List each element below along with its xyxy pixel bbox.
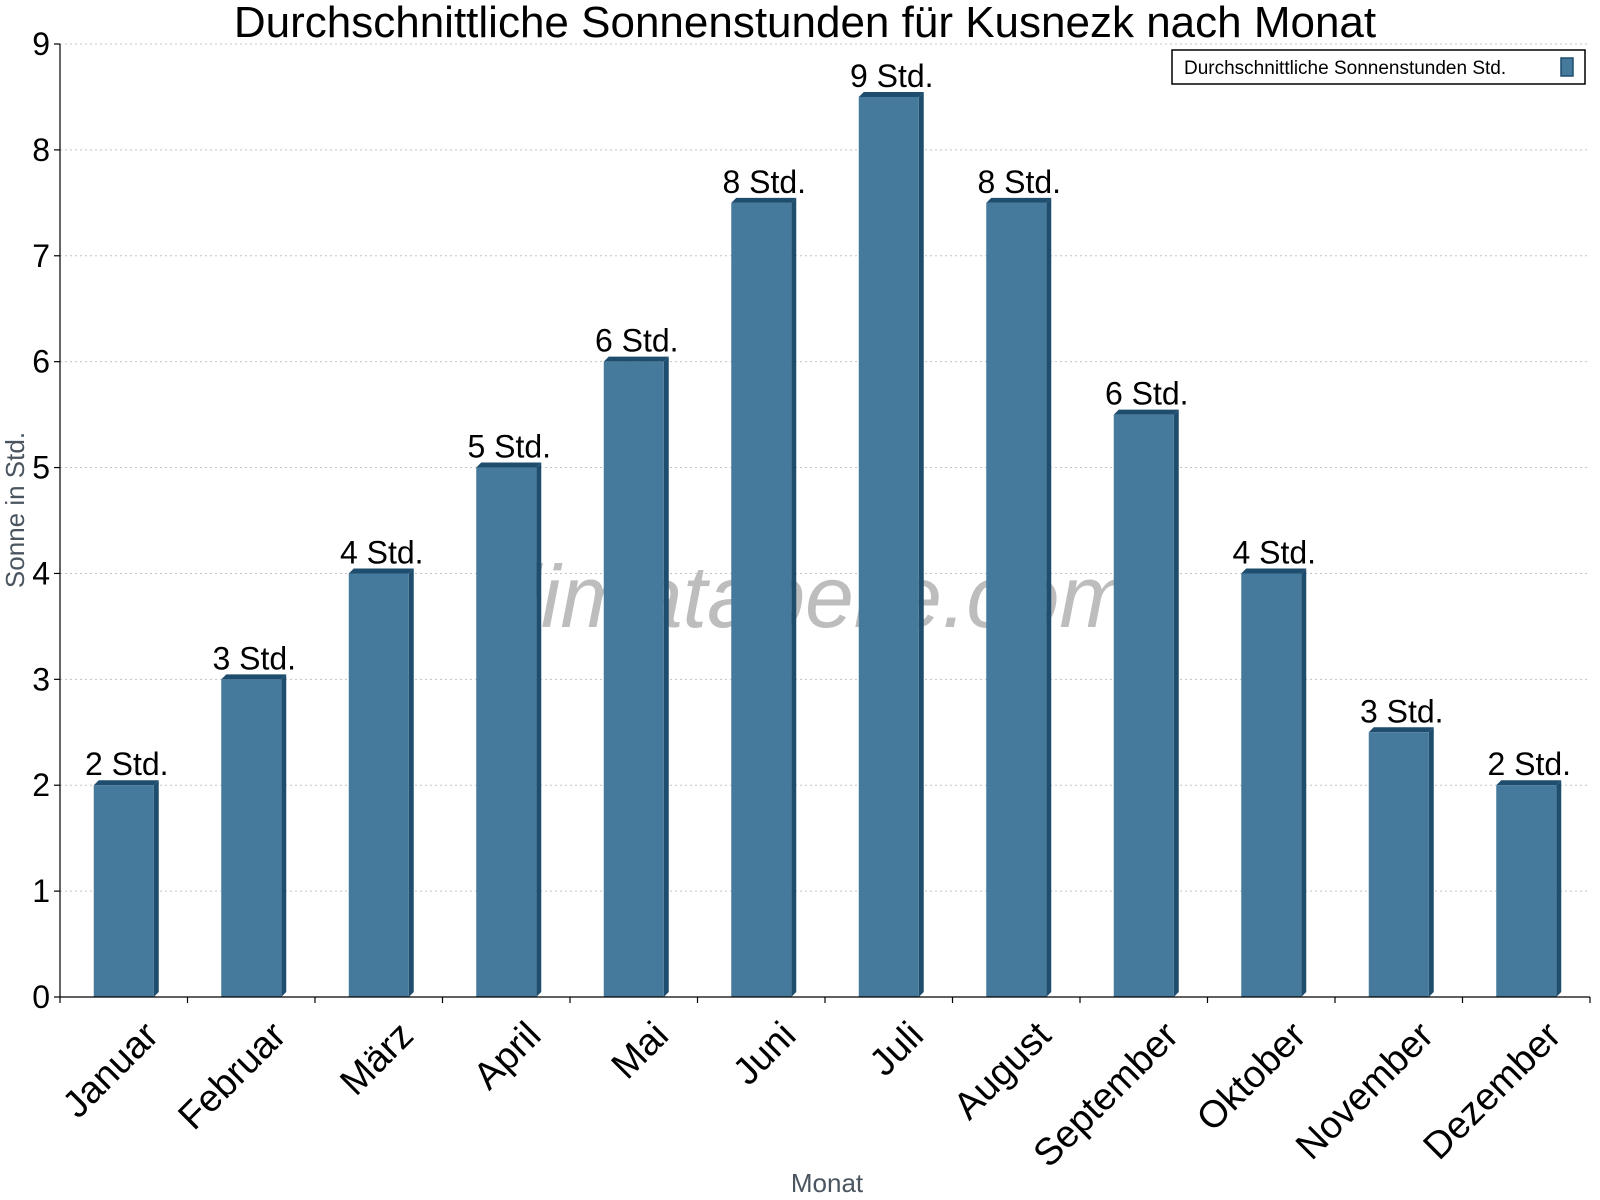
y-tick-label: 7 <box>32 238 50 274</box>
y-tick-label: 1 <box>32 873 50 909</box>
y-tick-label: 9 <box>32 26 50 62</box>
data-label: 3 Std. <box>212 640 296 676</box>
x-axis-title: Monat <box>791 1168 864 1198</box>
legend: Durchschnittliche Sonnenstunden Std. <box>1171 49 1586 85</box>
y-tick-label: 3 <box>32 661 50 697</box>
y-tick-labels: 0 1 2 3 4 5 6 7 8 9 <box>32 26 50 1015</box>
bar <box>986 202 1047 998</box>
axes <box>54 43 1591 1003</box>
data-label: 5 Std. <box>467 429 551 465</box>
bar-februar <box>221 674 287 997</box>
bar-top <box>1368 727 1434 733</box>
bar-januar <box>93 780 159 997</box>
legend-swatch <box>1560 57 1574 77</box>
bar-side <box>1173 409 1179 998</box>
bar-top <box>1241 568 1307 574</box>
bar <box>93 785 154 997</box>
y-tick-label: 0 <box>32 979 50 1015</box>
y-tick-label: 6 <box>32 344 50 380</box>
bar-september <box>1113 409 1179 998</box>
bar-juli <box>858 91 924 997</box>
bar-august <box>986 197 1052 998</box>
bar-side <box>1301 568 1307 997</box>
x-tick-label: April <box>466 1014 549 1097</box>
bar-side <box>791 197 797 998</box>
data-label: 6 Std. <box>1105 376 1189 412</box>
bar-november <box>1368 727 1434 997</box>
x-tick-label: Februar <box>170 1014 294 1138</box>
bar-top <box>603 356 669 362</box>
chart-title: Durchschnittliche Sonnenstunden für Kusn… <box>234 0 1376 47</box>
x-tick-label: Oktober <box>1189 1014 1315 1140</box>
data-label: 8 Std. <box>977 164 1061 200</box>
legend-box <box>1171 49 1586 85</box>
bar <box>1241 573 1302 997</box>
bar-side <box>1428 727 1434 997</box>
bar <box>731 202 792 998</box>
data-label: 6 Std. <box>595 323 679 359</box>
y-tick-label: 2 <box>32 767 50 803</box>
bar-top <box>1496 780 1562 786</box>
y-tick-label: 4 <box>32 555 50 591</box>
bar-mai <box>603 356 669 998</box>
data-label: 2 Std. <box>85 746 169 782</box>
bar <box>1113 414 1174 998</box>
bar <box>858 96 919 997</box>
data-label: 3 Std. <box>1360 693 1444 729</box>
bar <box>1496 785 1557 997</box>
y-tick-label: 5 <box>32 450 50 486</box>
bar <box>348 573 409 997</box>
y-tick-label: 8 <box>32 132 50 168</box>
bar-top <box>93 780 159 786</box>
bar-top <box>476 462 542 468</box>
bar-side <box>1046 197 1052 998</box>
bar-top <box>1113 409 1179 415</box>
bar-top <box>858 91 924 97</box>
legend-label: Durchschnittliche Sonnenstunden Std. <box>1184 58 1506 79</box>
bar-side <box>153 780 159 997</box>
bar-side <box>918 91 924 997</box>
bar-top <box>731 197 797 203</box>
bar-top <box>221 674 287 680</box>
bar-märz <box>348 568 414 997</box>
x-tick-label: März <box>332 1014 421 1103</box>
bar-oktober <box>1241 568 1307 997</box>
bars <box>93 91 1562 998</box>
x-tick-label: Januar <box>55 1014 167 1126</box>
bar-side <box>408 568 414 997</box>
x-tick-labels: Januar Februar März April Mai Juni Juli AugustS… <box>55 1014 1570 1175</box>
x-tick-label: Juni <box>725 1014 804 1093</box>
x-tick-label: November <box>1288 1014 1442 1168</box>
bar-top <box>986 197 1052 203</box>
y-axis-title: Sonne in Std. <box>0 432 30 588</box>
data-labels: 2 Std. 3 Std. 4 Std. 5 Std. 6 Std. 8 Std. 9 St… <box>85 58 1571 782</box>
data-label: 4 Std. <box>1232 534 1316 570</box>
x-tick-label: Juli <box>862 1014 932 1084</box>
data-label: 2 Std. <box>1487 746 1571 782</box>
bar-side <box>281 674 287 997</box>
bar-juni <box>731 197 797 998</box>
data-label: 4 Std. <box>340 534 424 570</box>
bar <box>476 467 537 997</box>
bar <box>1368 732 1429 997</box>
bar-side <box>536 462 542 997</box>
bar <box>221 679 282 997</box>
bar-dezember <box>1496 780 1562 997</box>
x-tick-label: August <box>946 1014 1060 1128</box>
bar-april <box>476 462 542 997</box>
x-tick-label: Mai <box>604 1014 677 1087</box>
x-tick-label: Dezember <box>1416 1014 1570 1168</box>
bar-side <box>663 356 669 998</box>
gridlines <box>60 43 1590 892</box>
data-label: 8 Std. <box>722 164 806 200</box>
bar <box>603 361 664 998</box>
data-label: 9 Std. <box>850 58 934 94</box>
bar-side <box>1556 780 1562 997</box>
bar-top <box>348 568 414 574</box>
